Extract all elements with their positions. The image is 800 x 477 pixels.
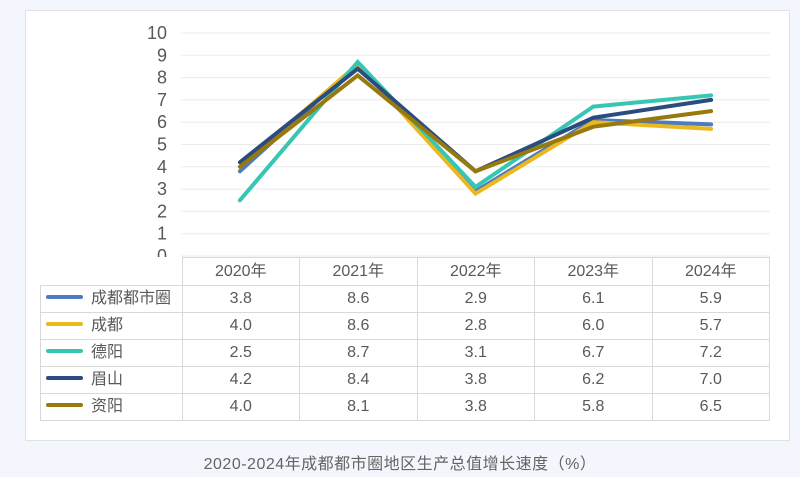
chart-caption: 2020-2024年成都都市圈地区生产总值增长速度（%） (203, 456, 597, 473)
series-name: 眉山 (91, 371, 124, 388)
y-axis-tick-label: 4 (157, 157, 167, 177)
legend-line-swatch (46, 375, 83, 380)
value-cell: 7.2 (651, 339, 770, 367)
table-row: 资阳 4.0 8.1 3.8 5.8 6.5 (40, 393, 770, 421)
table-row: 成都都市圈 3.8 8.6 2.9 6.1 5.9 (40, 285, 770, 313)
column-header: 2024年 (651, 257, 770, 286)
series-label-cell: 德阳 (40, 339, 183, 367)
table-row: 德阳 2.5 8.7 3.1 6.7 7.2 (40, 339, 770, 367)
y-axis-tick-label: 0 (157, 246, 167, 266)
series-name: 资阳 (91, 398, 124, 415)
series-label-cell: 资阳 (40, 393, 183, 421)
legend-line-swatch (46, 321, 83, 326)
value-cell: 3.8 (416, 393, 535, 421)
table-row: 成都 4.0 8.6 2.8 6.0 5.7 (40, 312, 770, 340)
column-header: 2021年 (299, 257, 418, 286)
value-cell: 4.0 (181, 393, 300, 421)
value-cell: 2.9 (416, 285, 535, 313)
value-cell: 8.7 (299, 339, 418, 367)
value-cell: 6.5 (651, 393, 770, 421)
data-table-body: 成都都市圈 3.8 8.6 2.9 6.1 5.9 成都 4.0 8.6 2.8 6.0 5.7 德阳 2… (40, 285, 770, 421)
legend-line-swatch (46, 402, 83, 407)
table-corner-cell (41, 258, 183, 286)
value-cell: 5.8 (534, 393, 653, 421)
series-line-德阳 (237, 59, 714, 203)
value-cell: 6.0 (534, 312, 653, 340)
data-table: 2020年 2021年 2022年 2023年 2024年 成都都市圈 3.8 8.6 2.9… (40, 257, 770, 421)
value-cell: 6.1 (534, 285, 653, 313)
value-cell: 8.4 (299, 366, 418, 394)
value-cell: 7.0 (651, 366, 770, 394)
series-label-cell: 眉山 (40, 366, 183, 394)
series-label-cell: 成都 (40, 312, 183, 340)
legend-line-swatch (46, 294, 83, 299)
y-axis-tick-label: 8 (157, 68, 167, 88)
value-cell: 3.8 (416, 366, 535, 394)
series-label-cell: 成都都市圈 (40, 285, 183, 313)
y-axis-tick-label: 7 (157, 90, 167, 110)
table-row: 眉山 4.2 8.4 3.8 6.2 7.0 (40, 366, 770, 394)
column-header: 2022年 (416, 257, 535, 286)
value-cell: 8.1 (299, 393, 418, 421)
value-cell: 3.8 (181, 285, 300, 313)
value-cell: 6.2 (534, 366, 653, 394)
value-cell: 2.8 (416, 312, 535, 340)
series-name: 成都 (91, 317, 124, 334)
y-axis-tick-label: 5 (157, 135, 167, 155)
y-axis-tick-label: 1 (157, 224, 167, 244)
value-cell: 8.6 (299, 312, 418, 340)
y-axis-tick-label: 9 (157, 45, 167, 65)
value-cell: 4.2 (181, 366, 300, 394)
value-cell: 8.6 (299, 285, 418, 313)
y-axis-tick-label: 6 (157, 112, 167, 132)
column-header: 2020年 (181, 257, 300, 286)
value-cell: 5.7 (651, 312, 770, 340)
series-name: 成都都市圈 (91, 290, 172, 307)
value-cell: 6.7 (534, 339, 653, 367)
y-axis-tick-label: 10 (147, 23, 167, 43)
y-axis-tick-label: 3 (157, 179, 167, 199)
data-table-header: 2020年 2021年 2022年 2023年 2024年 (41, 257, 770, 286)
series-name: 德阳 (91, 344, 124, 361)
column-header: 2023年 (534, 257, 653, 286)
value-cell: 4.0 (181, 312, 300, 340)
legend-line-swatch (46, 348, 83, 353)
chart-card: 0 1 2 3 4 5 6 7 8 9 10 2020年 2021年 2022年 2023年 2024年 成… (25, 10, 790, 441)
series-line-资阳 (237, 72, 714, 174)
value-cell: 2.5 (181, 339, 300, 367)
y-axis-tick-label: 2 (157, 201, 167, 221)
value-cell: 5.9 (651, 285, 770, 313)
value-cell: 3.1 (416, 339, 535, 367)
series-line-成都 (237, 61, 714, 197)
